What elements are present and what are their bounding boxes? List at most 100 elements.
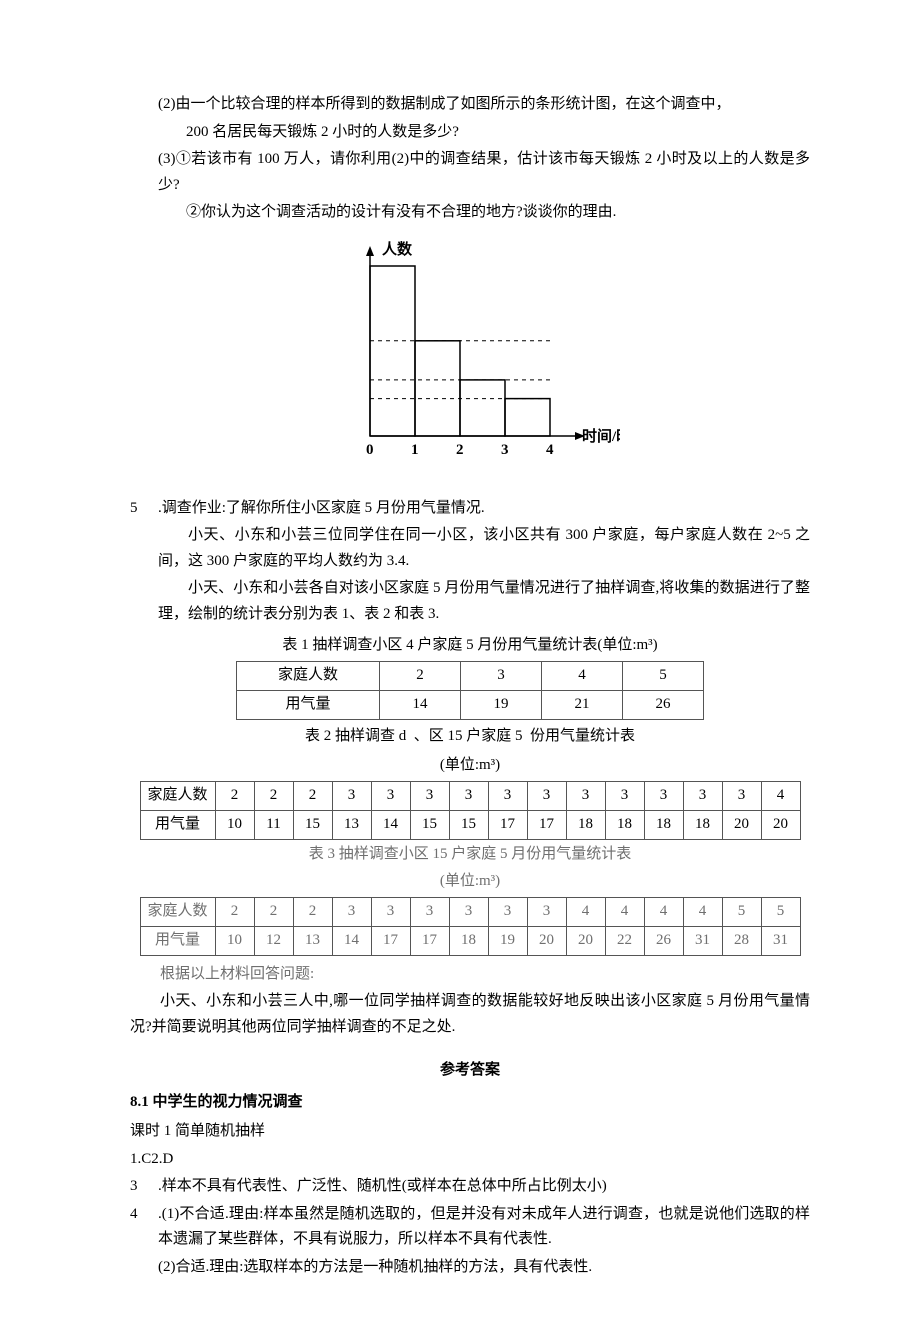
ans-3-body: .样本不具有代表性、广泛性、随机性(或样本在总体中所占比例太小) <box>158 1174 810 1200</box>
t3-v: 18 <box>449 926 488 955</box>
q-text-2b: 200 名居民每天锻炼 2 小时的人数是多少? <box>186 124 459 140</box>
t2-c: 3 <box>527 781 566 810</box>
ans-4-body: .(1)不合适.理由:样本虽然是随机选取的，但是并没有对未成年人进行调查，也就是… <box>158 1202 810 1253</box>
t2-v: 15 <box>293 810 332 839</box>
t3-c: 5 <box>761 897 800 926</box>
t3-c: 3 <box>332 897 371 926</box>
t3-v: 19 <box>488 926 527 955</box>
answers-sub: 课时 1 简单随机抽样 <box>130 1119 810 1145</box>
t3-v: 20 <box>566 926 605 955</box>
svg-text:4: 4 <box>546 442 554 458</box>
ans-3: 3 .样本不具有代表性、广泛性、随机性(或样本在总体中所占比例太小) <box>130 1174 810 1200</box>
t3-v: 17 <box>371 926 410 955</box>
t3-unit: (单位:m³) <box>130 869 810 895</box>
t2-v: 13 <box>332 810 371 839</box>
t2-c: 3 <box>605 781 644 810</box>
t2-c: 3 <box>410 781 449 810</box>
table-row: 用气量 101115131415151717181818182020 <box>140 810 800 839</box>
t2-c: 2 <box>293 781 332 810</box>
answers-l1: 1.C2.D <box>130 1147 810 1173</box>
t3-c: 3 <box>527 897 566 926</box>
q5-num: 5 <box>130 496 158 630</box>
t2-r1-h: 家庭人数 <box>140 781 215 810</box>
t2-c: 3 <box>722 781 761 810</box>
t2-v: 17 <box>488 810 527 839</box>
svg-text:1: 1 <box>411 442 419 458</box>
q5: 5 .调查作业:了解你所住小区家庭 5 月份用气量情况. 小天、小东和小芸三位同… <box>130 496 810 630</box>
svg-text:3: 3 <box>501 442 509 458</box>
q-text-3-wrap: (3)①若该市有 100 万人，请你利用(2)中的调查结果，估计该市每天锻炼 2… <box>130 147 810 198</box>
t1-r2-h: 用气量 <box>237 690 380 719</box>
t2-c: 3 <box>449 781 488 810</box>
t3-c: 4 <box>566 897 605 926</box>
t2-c: 3 <box>683 781 722 810</box>
q-text-2-a: (2)由一个比较合理的样本所得到的数据制成了如图所示的条形统计图，在这个调查中， <box>158 96 731 112</box>
t2-c: 2 <box>254 781 293 810</box>
q5-body: .调查作业:了解你所住小区家庭 5 月份用气量情况. 小天、小东和小芸三位同学住… <box>158 496 810 630</box>
t3-c: 3 <box>371 897 410 926</box>
t3-v: 13 <box>293 926 332 955</box>
t3-v: 17 <box>410 926 449 955</box>
t2-c: 3 <box>644 781 683 810</box>
bar-chart: 人数时间/时 0 1 2 3 4 <box>320 236 620 466</box>
svg-text:2: 2 <box>456 442 464 458</box>
t2-v: 18 <box>683 810 722 839</box>
q5-followup: 根据以上材料回答问题: <box>130 962 810 988</box>
ans-3-text: 样本不具有代表性、广泛性、随机性(或样本在总体中所占比例太小) <box>162 1178 607 1194</box>
q-text-3b: ②你认为这个调查活动的设计有没有不合理的地方?谈谈你的理由. <box>186 204 616 220</box>
t1-c: 4 <box>542 661 623 690</box>
q-text-3: (3)①若该市有 100 万人，请你利用(2)中的调查结果，估计该市每天锻炼 2… <box>158 151 810 193</box>
t3-v: 14 <box>332 926 371 955</box>
q5-p2: 小天、小东和小芸各自对该小区家庭 5 月份用气量情况进行了抽样调查,将收集的数据… <box>158 576 810 627</box>
t2-v: 18 <box>644 810 683 839</box>
t2-v: 18 <box>566 810 605 839</box>
answers-sec: 8.1 8.1 中学生的视力情况调查中学生的视力情况调查 <box>130 1090 810 1116</box>
t1-r1-h: 家庭人数 <box>237 661 380 690</box>
t2-caption: 表 2 抽样调查 d 、区 15 户家庭 5 份用气量统计表 <box>130 724 810 750</box>
t2-r2-h: 用气量 <box>140 810 215 839</box>
t3-v: 10 <box>215 926 254 955</box>
q-text-2: (2)由一个比较合理的样本所得到的数据制成了如图所示的条形统计图，在这个调查中， <box>130 92 810 118</box>
ans-4-2: (2)合适.理由:选取样本的方法是一种随机抽样的方法，具有代表性. <box>130 1255 810 1281</box>
q-text-3b-wrap: ②你认为这个调查活动的设计有没有不合理的地方?谈谈你的理由. <box>130 200 810 226</box>
t3-c: 3 <box>410 897 449 926</box>
table-3: 家庭人数 222333333444455 用气量 101213141717181… <box>140 897 801 956</box>
q5-p1: 小天、小东和小芸三位同学住在同一小区，该小区共有 300 户家庭，每户家庭人数在… <box>158 523 810 574</box>
table-1: 家庭人数 2 3 4 5 用气量 14 19 21 26 <box>236 661 704 720</box>
t1-v: 14 <box>380 690 461 719</box>
ans-4-num: 4 <box>130 1202 158 1253</box>
t3-c: 2 <box>254 897 293 926</box>
t1-c: 3 <box>461 661 542 690</box>
t3-caption: 表 3 抽样调查小区 15 户家庭 5 月份用气量统计表 <box>130 842 810 868</box>
q5-num-text: 5 <box>130 500 138 516</box>
svg-text:时间/时: 时间/时 <box>582 427 620 445</box>
t2-v: 20 <box>761 810 800 839</box>
t2-v: 11 <box>254 810 293 839</box>
t2-v: 15 <box>410 810 449 839</box>
t1-v: 26 <box>623 690 704 719</box>
t3-c: 4 <box>605 897 644 926</box>
t2-c: 3 <box>371 781 410 810</box>
t2-v: 10 <box>215 810 254 839</box>
q5-title: 调查作业:了解你所住小区家庭 5 月份用气量情况. <box>162 500 485 516</box>
answers-title: 参考答案 <box>130 1058 810 1084</box>
table-2: 家庭人数 222333333333334 用气量 101115131415151… <box>140 781 801 840</box>
t3-c: 4 <box>683 897 722 926</box>
t2-v: 14 <box>371 810 410 839</box>
t2-cap-a: 表 2 抽样调查 d <box>305 728 406 744</box>
t3-v: 28 <box>722 926 761 955</box>
table-row: 家庭人数 2 3 4 5 <box>237 661 704 690</box>
t3-v: 31 <box>683 926 722 955</box>
svg-text:人数: 人数 <box>382 240 413 258</box>
t3-c: 2 <box>215 897 254 926</box>
q5-question: 小天、小东和小芸三人中,哪一位同学抽样调查的数据能较好地反映出该小区家庭 5 月… <box>130 989 810 1040</box>
t3-r2-h: 用气量 <box>140 926 215 955</box>
t2-unit: (单位:m³) <box>130 753 810 779</box>
t2-c: 4 <box>761 781 800 810</box>
t3-c: 2 <box>293 897 332 926</box>
t2-v: 18 <box>605 810 644 839</box>
svg-text:0: 0 <box>366 442 374 458</box>
t2-v: 20 <box>722 810 761 839</box>
table-row: 用气量 101213141717181920202226312831 <box>140 926 800 955</box>
t1-v: 21 <box>542 690 623 719</box>
